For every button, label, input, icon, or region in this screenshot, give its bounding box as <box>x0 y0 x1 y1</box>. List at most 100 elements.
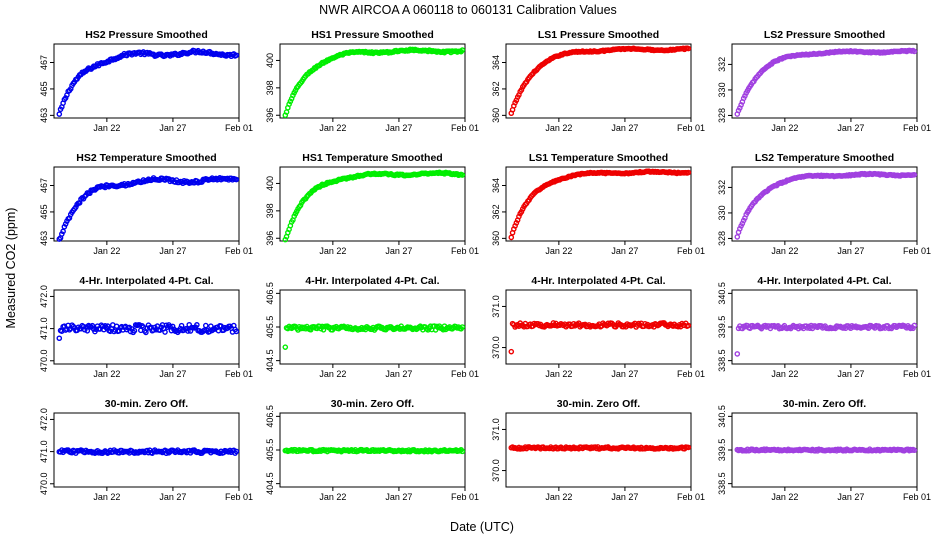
panel-frame <box>53 43 240 119</box>
x-tick-label: Jan 27 <box>159 246 186 256</box>
data-point <box>286 101 292 107</box>
panel-title: HS1 Pressure Smoothed <box>311 29 434 41</box>
data-point <box>194 322 200 328</box>
panel: HS1 Pressure Smoothed 396 398 400 Jan 22 Jan … <box>265 29 479 133</box>
y-tick-label: 400 <box>265 53 275 68</box>
x-tick-label: Jan 27 <box>837 123 864 133</box>
data-point <box>459 47 466 53</box>
y-tick-label: 472.0 <box>39 285 49 308</box>
panel: LS2 Pressure Smoothed 328 330 332 Jan 22 Jan … <box>717 29 931 133</box>
data-point <box>459 324 466 330</box>
panel: 30-min. Zero Off. 404.5 405.5 406.5 Jan 22 Ja… <box>265 398 479 502</box>
x-tick-label: Feb 01 <box>903 246 931 256</box>
data-point <box>685 45 692 52</box>
data-point <box>233 176 240 183</box>
x-tick-label: Jan 22 <box>771 492 798 502</box>
data-point <box>59 231 65 237</box>
x-tick-label: Feb 01 <box>451 246 479 256</box>
y-tick-label: 471.0 <box>39 317 49 340</box>
x-tick-label: Feb 01 <box>677 492 705 502</box>
panel: LS1 Pressure Smoothed 360 362 364 Jan 22 Jan … <box>491 29 705 133</box>
data-point <box>73 204 79 210</box>
x-tick-label: Jan 22 <box>319 123 346 133</box>
y-axis-label: Measured CO2 (ppm) <box>4 208 18 329</box>
x-tick-label: Jan 27 <box>611 492 638 502</box>
y-tick-label: 330 <box>717 205 727 220</box>
panel-frame <box>53 289 240 365</box>
panel-title: 4-Hr. Interpolated 4-Pt. Cal. <box>531 275 665 287</box>
x-tick-label: Jan 22 <box>93 369 120 379</box>
y-tick-label: 404.5 <box>265 349 275 372</box>
y-tick-label: 340.5 <box>717 282 727 305</box>
panel-frame <box>505 43 692 119</box>
data-point <box>162 329 168 335</box>
panel-frame <box>505 289 692 365</box>
data-point <box>84 328 91 334</box>
y-tick-label: 470.0 <box>39 350 49 373</box>
y-tick-label: 330 <box>717 82 727 97</box>
panel-title: 30-min. Zero Off. <box>783 398 867 410</box>
panel-title: 4-Hr. Interpolated 4-Pt. Cal. <box>79 275 213 287</box>
x-tick-label: Jan 22 <box>319 246 346 256</box>
panel-frame <box>279 166 466 242</box>
x-tick-label: Jan 22 <box>319 369 346 379</box>
y-tick-label: 362 <box>491 81 501 96</box>
data-point <box>508 348 515 355</box>
x-tick-label: Jan 22 <box>771 369 798 379</box>
panel-frame <box>279 43 466 119</box>
y-tick-label: 467 <box>39 178 49 193</box>
y-tick-label: 405.5 <box>265 316 275 339</box>
x-tick-label: Jan 27 <box>837 492 864 502</box>
x-tick-label: Feb 01 <box>677 123 705 133</box>
x-tick-label: Jan 27 <box>837 369 864 379</box>
data-point <box>459 172 466 178</box>
panel: HS1 Temperature Smoothed 396 398 400 Jan 22 J… <box>265 152 479 256</box>
x-tick-label: Feb 01 <box>225 123 253 133</box>
panel-frame <box>731 43 918 119</box>
x-tick-label: Jan 22 <box>771 123 798 133</box>
y-tick-label: 339.5 <box>717 316 727 339</box>
data-point <box>131 327 138 334</box>
x-tick-label: Jan 27 <box>385 369 412 379</box>
x-tick-label: Jan 22 <box>771 246 798 256</box>
data-point <box>508 234 515 241</box>
x-tick-label: Feb 01 <box>677 246 705 256</box>
panel: HS2 Temperature Smoothed 463 465 467 Jan 22 J… <box>39 152 253 256</box>
y-tick-label: 328 <box>717 231 727 246</box>
y-tick-label: 471.0 <box>39 440 49 463</box>
y-tick-label: 396 <box>265 231 275 246</box>
panel-title: LS1 Pressure Smoothed <box>538 29 659 41</box>
y-tick-label: 339.5 <box>717 439 727 462</box>
panel-frame <box>731 166 918 242</box>
y-tick-label: 463 <box>39 108 49 123</box>
data-point <box>911 447 918 454</box>
y-tick-label: 360 <box>491 231 501 246</box>
panel-title: LS2 Pressure Smoothed <box>764 29 885 41</box>
data-point <box>136 322 143 328</box>
panel: LS2 Temperature Smoothed 328 330 332 Jan 22 J… <box>717 152 931 256</box>
panel-frame <box>505 412 692 488</box>
x-tick-label: Jan 22 <box>545 492 572 502</box>
panel-title: 30-min. Zero Off. <box>331 398 415 410</box>
data-point <box>283 109 290 115</box>
x-tick-label: Jan 27 <box>159 369 186 379</box>
x-tick-label: Feb 01 <box>903 369 931 379</box>
panel-frame <box>53 166 240 242</box>
y-tick-label: 370.0 <box>491 336 501 359</box>
y-tick-label: 406.5 <box>265 282 275 305</box>
panel: 30-min. Zero Off. 370.0 371.0 Jan 22 Jan 27 F… <box>491 398 705 502</box>
y-tick-label: 465 <box>39 81 49 96</box>
x-tick-label: Jan 27 <box>611 123 638 133</box>
x-tick-label: Feb 01 <box>903 492 931 502</box>
x-tick-label: Jan 27 <box>385 123 412 133</box>
data-point <box>233 328 240 335</box>
x-tick-label: Jan 27 <box>611 369 638 379</box>
panel: 4-Hr. Interpolated 4-Pt. Cal. 338.5 339.5 3… <box>717 275 931 379</box>
panel: 4-Hr. Interpolated 4-Pt. Cal. 404.5 405.5 4… <box>265 275 479 379</box>
x-tick-label: Jan 22 <box>319 492 346 502</box>
y-tick-label: 406.5 <box>265 405 275 428</box>
x-tick-label: Jan 27 <box>159 123 186 133</box>
x-tick-label: Jan 22 <box>545 369 572 379</box>
panel-title: HS2 Temperature Smoothed <box>76 152 216 164</box>
y-tick-label: 362 <box>491 204 501 219</box>
